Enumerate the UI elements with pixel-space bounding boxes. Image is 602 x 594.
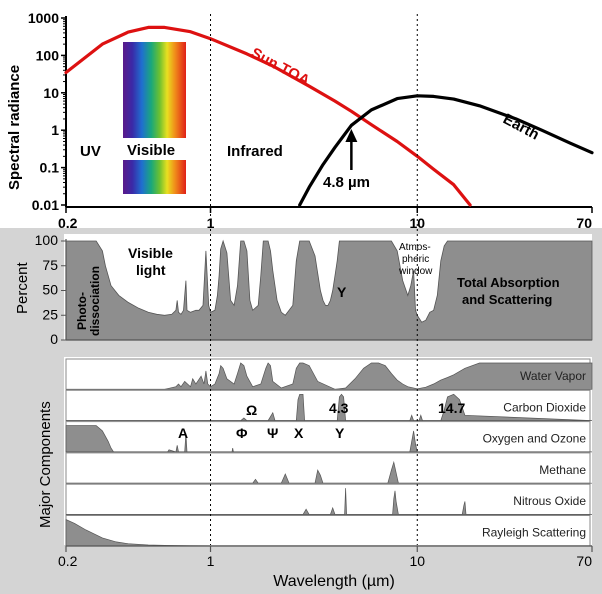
mid-y-tick-label: 25 [42,306,58,322]
crossover-arrow-head [345,129,358,142]
mid-y-tick-label: 0 [50,331,58,347]
top-y-axis-title: Spectral radiance [6,65,23,190]
mid-y-tick-label: 50 [42,282,58,298]
top-y-tick-label: 1000 [28,10,59,26]
top-y-tick-label: 1 [51,122,59,138]
a-band-label: A [178,425,188,441]
band-area-3 [66,460,592,484]
co2-14-7-label: 14.7 [438,400,465,416]
band-name-1: Carbon Dioxide [503,400,586,414]
bottom-x-tick-label: 0.2 [58,553,78,569]
total-absorption-area [65,239,593,341]
top-x-tick-label: 10 [409,215,425,231]
sun-toa-curve [64,25,472,207]
band-name-5: Rayleigh Scattering [482,526,586,540]
total-absorption-label-1: Total Absorption [457,275,560,290]
top-x-tick-label: 1 [207,215,215,231]
visible-label: Visible [127,142,175,159]
band-row-3 [65,452,591,484]
x-axis-title: Wavelength (µm) [273,573,395,590]
x-band-label: X [294,425,304,441]
top-y-tick-label: 10 [43,85,59,101]
bottom-x-tick-label: 1 [207,553,215,569]
band-area-1 [66,393,593,421]
co2-4-3-label: 4.3 [329,400,349,416]
bottom-x-tick-label: 10 [409,553,425,569]
band-name-2: Oxygen and Ozone [483,432,587,446]
visible-spectrum-upper [123,42,186,138]
phi-band-label: Φ [236,425,248,441]
psi-band-label: Ψ [267,425,278,441]
top-y-tick-label: 100 [36,47,60,63]
bottom-x-tick-label: 70 [576,553,592,569]
top-y-tick-label: 0.1 [40,160,60,176]
mid-y-tick-label: 100 [35,232,59,248]
band-row-4 [65,483,591,516]
top-x-tick-label: 70 [576,215,592,231]
top-y-tick-label: 0.01 [32,197,59,213]
upsilon-label: Υ [337,284,347,300]
uv-label: UV [80,143,101,160]
mid-y-axis-title: Percent [14,261,31,314]
window-label-2: pheric [402,254,429,265]
omega-label: Ω [246,402,257,418]
band-name-4: Nitrous Oxide [513,494,586,508]
window-label-3: window [398,266,433,277]
mid-y-tick-label: 75 [42,257,58,273]
band-row-5 [65,515,591,547]
total-absorption-label-2: and Scattering [462,292,552,307]
bottom-y-axis-title: Major Components [37,401,54,528]
band-area-4 [66,488,592,515]
crossover-label: 4.8 µm [323,174,370,191]
photodissociation-label-2: dissociation [88,266,102,336]
upsilon-band-label: Υ [335,425,345,441]
visible-spectrum-lower [123,160,186,194]
band-area-0 [66,362,593,390]
band-name-0: Water Vapor [520,369,586,383]
top-x-tick-label: 0.2 [58,215,78,231]
band-area-2 [65,425,592,453]
infrared-label: Infrared [227,143,283,160]
visible-light-label-1: Visible [128,245,173,261]
window-label-1: Atmos- [399,242,431,253]
band-name-3: Methane [539,463,586,477]
area-fills [65,42,593,547]
grid-lines [61,16,593,552]
series-lines [64,14,594,545]
photodissociation-label-1: Photo- [75,292,89,330]
visible-light-label-2: light [136,262,166,278]
